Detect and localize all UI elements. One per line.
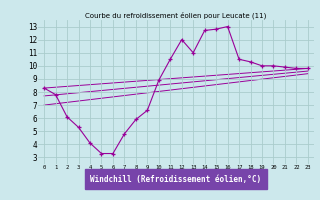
- Title: Courbe du refroidissement éolien pour Leucate (11): Courbe du refroidissement éolien pour Le…: [85, 11, 267, 19]
- X-axis label: Windchill (Refroidissement éolien,°C): Windchill (Refroidissement éolien,°C): [91, 175, 261, 184]
